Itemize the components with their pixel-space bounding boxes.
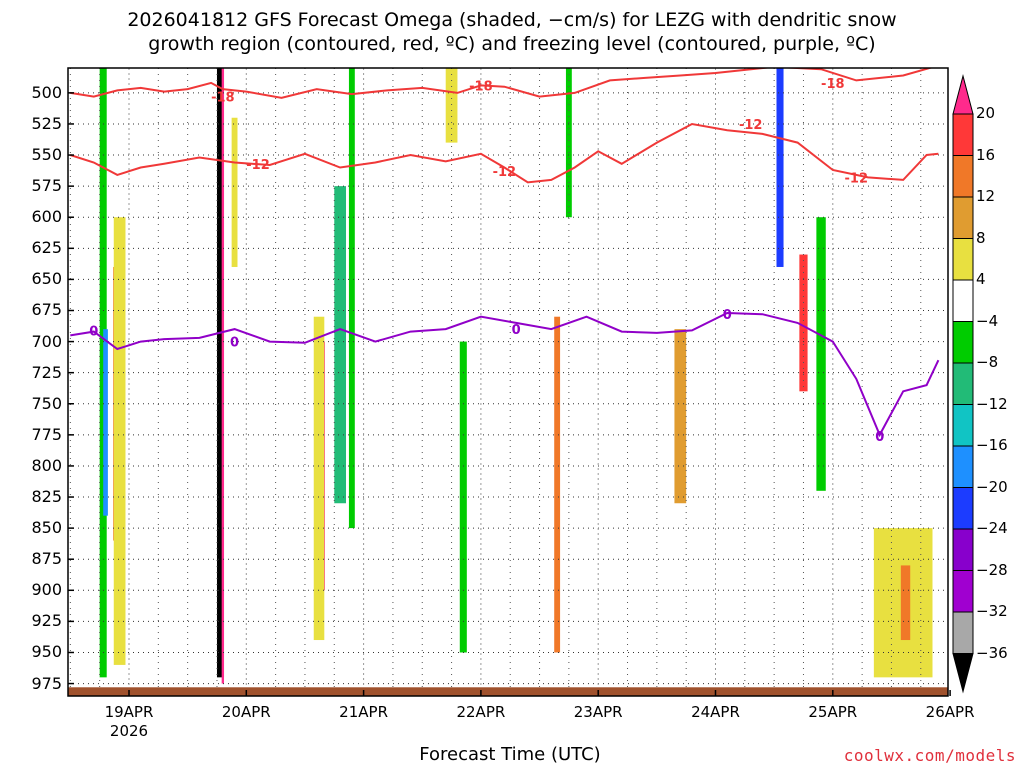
y-tick-label-925: 925 xyxy=(31,611,62,631)
band-21apr-teal xyxy=(334,186,347,504)
y-tick-label-500: 500 xyxy=(31,82,62,102)
x-tick-label-25APR: 25APR xyxy=(808,703,858,721)
colorbar-swatch-6 xyxy=(952,321,974,364)
y-tick-label-875: 875 xyxy=(31,549,62,569)
colorbar-swatch-11 xyxy=(952,528,974,571)
x-tick-label-21APR: 21APR xyxy=(339,703,388,721)
colorbar-swatch-4 xyxy=(952,238,974,281)
y-tick-label-675: 675 xyxy=(31,300,62,320)
contour-label-minus12-3: -12 xyxy=(845,171,869,186)
y-tick-label-650: 650 xyxy=(31,269,62,289)
colorbar-swatch-1 xyxy=(952,113,974,156)
y-tick-label-600: 600 xyxy=(31,207,62,227)
contour-label-zero-2: 0 xyxy=(512,323,521,338)
y-tick-label-625: 625 xyxy=(31,238,62,258)
y-tick-label-550: 550 xyxy=(31,145,62,165)
colorbar-swatch-10 xyxy=(952,487,974,530)
colorbar-label: −12 xyxy=(976,394,1008,413)
y-tick-label-975: 975 xyxy=(31,673,62,693)
y-tick-label-950: 950 xyxy=(31,642,62,662)
plot-frame xyxy=(67,67,949,697)
y-tick-label-525: 525 xyxy=(31,113,62,133)
colorbar-swatch-3 xyxy=(952,196,974,239)
colorbar-swatch-5 xyxy=(952,279,974,322)
chart-title-line2: growth region (contoured, red, ºC) and f… xyxy=(148,33,876,55)
y-tick-label-700: 700 xyxy=(31,331,62,351)
x-tick-label-22APR: 22APR xyxy=(456,703,506,721)
contour-label-zero-3: 0 xyxy=(723,308,732,323)
y-tick-label-800: 800 xyxy=(31,455,62,475)
contour-label-minus12-2: -12 xyxy=(739,118,763,133)
band-24apr-orange xyxy=(674,329,687,504)
band-20apr-yellow xyxy=(231,117,238,267)
contour-label-zero-0: 0 xyxy=(89,324,98,339)
band-21apr-green xyxy=(348,68,355,529)
y-tick-label-775: 775 xyxy=(31,424,62,444)
y-tick-label-575: 575 xyxy=(31,176,62,196)
contour-label-minus18-0: -18 xyxy=(211,91,235,106)
colorbar-swatch-7 xyxy=(952,362,974,405)
band-25apr-green xyxy=(816,217,826,491)
x-tick-label-19APR: 19APR xyxy=(104,703,154,721)
colorbar-label: 16 xyxy=(976,145,996,164)
site-credit[interactable]: coolwx.com/models xyxy=(843,746,1016,765)
colorbar-swatch-8 xyxy=(952,404,974,447)
colorbar-swatch-2 xyxy=(952,155,974,198)
colorbar-swatch-13 xyxy=(952,611,974,654)
contour-label-zero-1: 0 xyxy=(230,336,239,351)
contour-minus12 xyxy=(69,122,939,184)
chart-title-line1: 2026041812 GFS Forecast Omega (shaded, −… xyxy=(127,9,897,31)
colorbar-label: −36 xyxy=(976,643,1008,662)
band-26apr-orange xyxy=(900,565,911,641)
colorbar-label: 20 xyxy=(976,104,996,122)
band-19apr-blue xyxy=(103,329,108,516)
band-23apr-red xyxy=(554,316,561,653)
x-tick-year: 2026 xyxy=(109,722,149,740)
x-tick-label-20APR: 20APR xyxy=(221,703,271,721)
band-22apr-yellow xyxy=(445,68,458,143)
colorbar-label: −32 xyxy=(976,602,1008,620)
contour-label-minus12-1: -12 xyxy=(493,165,517,180)
band-23apr-green xyxy=(565,68,572,218)
contour-label-minus18-1: -18 xyxy=(469,79,493,94)
band-25apr-red xyxy=(799,254,808,392)
colorbar-label: 12 xyxy=(976,187,996,205)
contour-label-minus12-0: -12 xyxy=(246,158,270,173)
colorbar-label: −28 xyxy=(976,560,1008,579)
contour-label-minus18-2: -18 xyxy=(821,77,845,92)
y-tick-label-850: 850 xyxy=(31,518,62,538)
colorbar-bottom-arrow xyxy=(952,653,974,694)
band-20apr-black xyxy=(216,68,225,678)
colorbar-label: −4 xyxy=(976,311,999,330)
colorbar-label: −16 xyxy=(976,436,1008,454)
x-tick-label-24APR: 24APR xyxy=(691,703,740,721)
colorbar-label: 4 xyxy=(976,270,986,288)
contour-zero xyxy=(70,311,940,438)
band-25apr-blue xyxy=(776,68,784,267)
band-21apr-orange xyxy=(313,316,325,641)
contour-label-zero-4: 0 xyxy=(875,430,884,445)
colorbar-label: −20 xyxy=(976,477,1008,496)
terrain-strip xyxy=(68,687,948,696)
colorbar-swatch-12 xyxy=(952,570,974,613)
y-tick-label-900: 900 xyxy=(31,580,62,600)
colorbar-label: 8 xyxy=(976,228,986,247)
colorbar-label: −8 xyxy=(976,353,999,371)
colorbar-label: −24 xyxy=(976,519,1008,537)
band-20apr-magenta xyxy=(221,68,225,684)
colorbar-swatch-9 xyxy=(952,445,974,488)
x-tick-label-23APR: 23APR xyxy=(573,703,623,721)
x-axis-label: Forecast Time (UTC) xyxy=(419,744,601,765)
y-tick-label-750: 750 xyxy=(31,393,62,413)
contour-minus18 xyxy=(70,68,934,99)
y-tick-label-825: 825 xyxy=(31,487,62,507)
x-tick-label-26APR: 26APR xyxy=(925,703,975,721)
band-19apr-yellow xyxy=(113,217,126,665)
y-tick-label-725: 725 xyxy=(31,362,62,382)
colorbar-top-arrow xyxy=(952,74,974,115)
